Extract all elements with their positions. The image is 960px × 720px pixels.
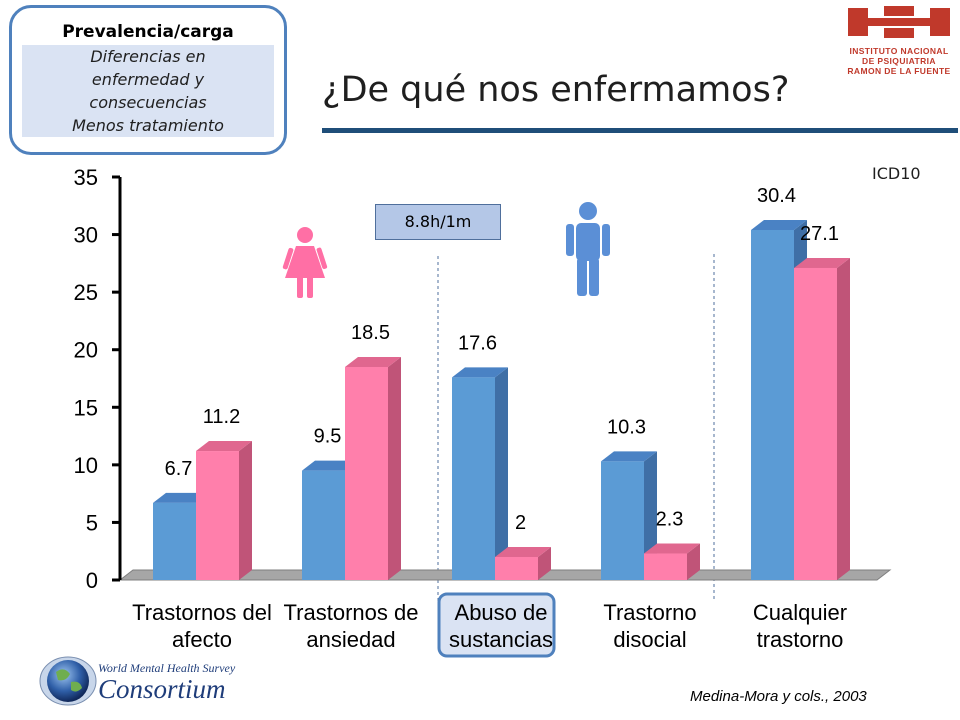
x-category-label: Abuso de <box>455 600 548 625</box>
summary-callout: Prevalencia/carga Diferencias en enferme… <box>9 5 287 155</box>
sex-ratio-badge: 8.8h/1m <box>375 204 501 240</box>
consortium-subtitle: World Mental Health Survey <box>98 661 236 675</box>
y-tick-label: 20 <box>74 338 98 363</box>
bar <box>196 441 252 580</box>
female-figure-icon <box>282 227 328 298</box>
x-category-label: Trastornos del <box>132 600 272 625</box>
slide-title: ¿De qué nos enfermamos? <box>322 70 790 110</box>
y-tick-label: 10 <box>74 453 98 478</box>
source-citation: Medina-Mora y cols., 2003 <box>690 688 867 705</box>
classification-label: ICD10 <box>872 164 921 183</box>
x-category-label: Trastornos de <box>284 600 419 625</box>
logo-line: INSTITUTO NACIONAL <box>849 46 949 56</box>
y-tick-label: 15 <box>74 395 98 420</box>
title-rule <box>322 128 958 133</box>
data-label: 2 <box>515 512 526 534</box>
callout-line: Diferencias en <box>90 47 206 66</box>
data-label: 10.3 <box>607 416 646 438</box>
y-tick-label: 35 <box>74 165 98 190</box>
consortium-logo <box>38 652 268 710</box>
callout-line: enfermedad y <box>91 70 205 89</box>
male-figure-icon <box>566 202 610 296</box>
data-label: 6.7 <box>165 458 193 480</box>
data-label: 2.3 <box>656 509 684 531</box>
data-label: 17.6 <box>458 332 497 354</box>
x-category-label: Trastorno <box>603 600 696 625</box>
y-tick-label: 0 <box>86 568 98 593</box>
institute-logo: INSTITUTO NACIONAL DE PSIQUIATRIA RAMON … <box>840 4 958 78</box>
callout-line: Menos tratamiento <box>72 116 224 135</box>
globe-icon <box>39 656 97 706</box>
logo-line: RAMON DE LA FUENTE <box>847 66 951 76</box>
bar <box>495 546 551 580</box>
x-category-label: trastorno <box>757 627 844 652</box>
y-tick-label: 5 <box>86 510 98 535</box>
data-label: 30.4 <box>757 185 796 207</box>
x-category-label: disocial <box>613 627 686 652</box>
y-tick-label: 30 <box>74 223 98 248</box>
x-category-label: Cualquier <box>753 600 847 625</box>
x-category-label: ansiedad <box>306 627 395 652</box>
x-category-label: afecto <box>172 627 232 652</box>
logo-line: DE PSIQUIATRIA <box>862 56 936 66</box>
callout-title: Prevalencia/carga <box>62 22 234 42</box>
bar <box>452 367 508 580</box>
highlighted-category-box <box>437 592 556 658</box>
data-label: 18.5 <box>351 322 390 344</box>
x-category-label: sustancias <box>449 627 553 652</box>
consortium-name: Consortium <box>98 674 226 704</box>
data-label: 9.5 <box>314 426 342 448</box>
callout-body: Diferencias en enfermedad y consecuencia… <box>22 45 274 137</box>
bar <box>794 257 850 580</box>
y-tick-label: 25 <box>74 280 98 305</box>
bar <box>644 543 700 580</box>
data-label: 27.1 <box>800 223 839 245</box>
bar <box>345 356 401 580</box>
data-label: 11.2 <box>203 406 240 428</box>
institute-emblem-icon <box>848 6 950 38</box>
callout-line: consecuencias <box>89 93 207 112</box>
